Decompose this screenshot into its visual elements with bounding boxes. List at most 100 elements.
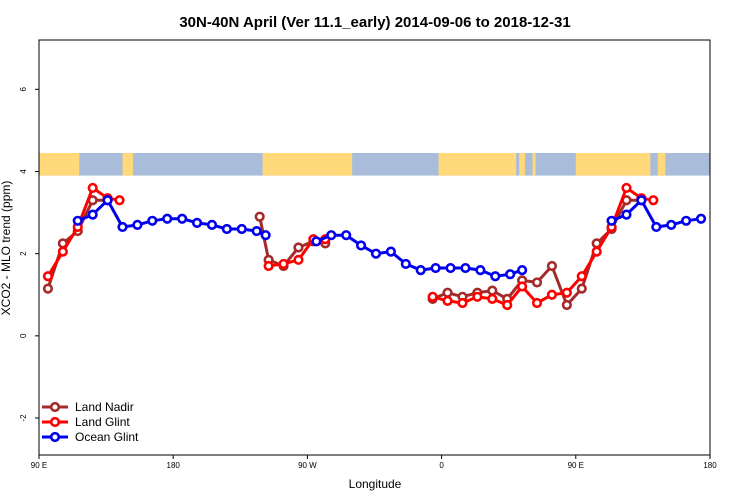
land-mask-band bbox=[39, 152, 710, 176]
data-point-ocean-glint bbox=[326, 230, 337, 241]
x-tick-label: 90 E bbox=[31, 461, 47, 470]
data-point-ocean-glint bbox=[621, 209, 632, 220]
land-band-segment bbox=[657, 152, 666, 176]
data-point-ocean-glint bbox=[695, 213, 707, 224]
data-point-ocean-glint bbox=[651, 221, 662, 233]
data-point-land-glint bbox=[293, 254, 304, 265]
data-point-ocean-glint bbox=[260, 230, 271, 241]
data-point-ocean-glint bbox=[475, 264, 486, 276]
data-point-ocean-glint bbox=[606, 215, 617, 226]
data-point-ocean-glint bbox=[311, 236, 322, 247]
y-axis-title: XCO2 - MLO trend (ppm) bbox=[0, 181, 13, 316]
data-point-ocean-glint bbox=[87, 209, 98, 220]
data-point-land-glint bbox=[442, 295, 453, 307]
data-point-ocean-glint bbox=[162, 213, 173, 224]
data-point-land-glint bbox=[57, 246, 68, 257]
land-band-segment bbox=[629, 152, 637, 176]
land-band-segment bbox=[575, 152, 642, 176]
y-tick-label: 0 bbox=[19, 333, 28, 338]
data-point-land-nadir bbox=[576, 283, 587, 294]
data-point-ocean-glint bbox=[355, 240, 367, 251]
data-point-land-glint bbox=[502, 299, 513, 311]
data-point-ocean-glint bbox=[400, 258, 411, 270]
legend-label: Ocean Glint bbox=[75, 430, 139, 444]
legend-swatch-marker bbox=[49, 431, 61, 443]
data-point-land-nadir bbox=[293, 242, 304, 253]
data-point-land-nadir bbox=[561, 299, 572, 311]
data-point-ocean-glint bbox=[430, 262, 441, 274]
data-point-land-nadir bbox=[442, 287, 453, 298]
data-point-ocean-glint bbox=[132, 219, 143, 231]
x-tick-label: 90 E bbox=[568, 461, 584, 470]
x-tick-label: 180 bbox=[167, 461, 181, 470]
data-point-land-glint bbox=[591, 246, 602, 257]
chart-title: 30N-40N April (Ver 11.1_early) 2014-09-0… bbox=[179, 14, 570, 31]
land-band-segment bbox=[642, 152, 651, 176]
data-point-land-glint bbox=[561, 287, 572, 298]
legend-swatch-marker bbox=[49, 401, 61, 413]
data-point-ocean-glint bbox=[206, 219, 218, 231]
legend-label: Land Glint bbox=[75, 415, 130, 429]
data-point-ocean-glint bbox=[191, 217, 203, 228]
legend-item-ocean-glint: Ocean Glint bbox=[42, 430, 139, 444]
data-point-ocean-glint bbox=[147, 215, 158, 226]
data-point-land-nadir bbox=[531, 277, 543, 288]
data-point-ocean-glint bbox=[370, 248, 382, 259]
data-point-ocean-glint bbox=[445, 262, 456, 274]
land-band-segment bbox=[519, 152, 526, 176]
series-layer bbox=[42, 182, 707, 311]
data-point-ocean-glint bbox=[177, 213, 188, 224]
data-point-land-glint bbox=[278, 258, 289, 270]
x-tick-label: 90 W bbox=[298, 461, 317, 470]
data-point-ocean-glint bbox=[102, 195, 113, 206]
data-point-ocean-glint bbox=[415, 264, 426, 276]
data-point-ocean-glint bbox=[636, 195, 647, 206]
land-band-segment bbox=[122, 152, 133, 176]
y-axis: -2 0 2 4 6 bbox=[19, 87, 39, 422]
data-point-ocean-glint bbox=[117, 221, 128, 233]
data-point-ocean-glint bbox=[221, 223, 232, 235]
series-land-glint bbox=[42, 182, 659, 311]
data-point-land-glint bbox=[576, 271, 587, 282]
data-point-land-glint bbox=[621, 182, 632, 194]
land-band-segment bbox=[262, 152, 268, 176]
data-point-land-glint bbox=[472, 291, 483, 302]
series-line-land-nadir bbox=[46, 198, 108, 290]
data-point-land-nadir bbox=[487, 285, 498, 296]
ocean-band bbox=[39, 152, 710, 176]
data-point-ocean-glint bbox=[341, 230, 352, 241]
data-point-land-glint bbox=[457, 297, 468, 309]
data-point-ocean-glint bbox=[72, 215, 83, 226]
data-point-land-glint bbox=[487, 293, 498, 304]
y-tick-label: 4 bbox=[19, 169, 28, 174]
plot-frame bbox=[38, 39, 711, 456]
data-point-ocean-glint bbox=[385, 246, 397, 257]
legend-item-land-nadir: Land Nadir bbox=[42, 400, 134, 414]
data-point-land-glint bbox=[263, 260, 274, 272]
legend-label: Land Nadir bbox=[75, 400, 134, 414]
y-tick-label: 2 bbox=[19, 251, 28, 256]
x-tick-label: 0 bbox=[439, 461, 444, 470]
y-tick-label: -2 bbox=[19, 414, 28, 422]
land-band-segment bbox=[322, 152, 353, 176]
land-band-segment bbox=[532, 152, 536, 176]
data-point-ocean-glint bbox=[460, 262, 471, 274]
data-point-land-nadir bbox=[42, 283, 54, 294]
land-band-segment bbox=[39, 152, 80, 176]
series-line-land-glint bbox=[432, 186, 654, 307]
data-point-ocean-glint bbox=[666, 219, 677, 231]
data-point-land-glint bbox=[517, 281, 528, 292]
y-tick-label: 6 bbox=[19, 87, 28, 92]
data-point-land-glint bbox=[546, 289, 558, 300]
data-point-land-glint bbox=[42, 271, 54, 282]
series-ocean-glint bbox=[72, 195, 707, 282]
x-tick-label: 180 bbox=[703, 461, 717, 470]
x-axis-title: Longitude bbox=[349, 477, 402, 491]
data-point-land-glint bbox=[427, 291, 438, 302]
legend-swatch-marker bbox=[49, 416, 61, 428]
data-point-ocean-glint bbox=[251, 225, 262, 237]
data-point-land-glint bbox=[114, 195, 125, 206]
data-point-ocean-glint bbox=[236, 223, 247, 235]
